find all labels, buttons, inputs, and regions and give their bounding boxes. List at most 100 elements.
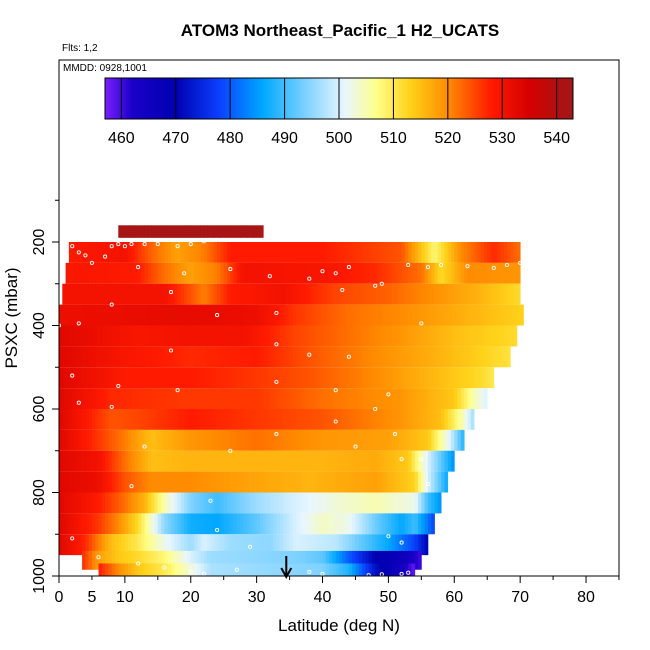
heatmap-cell	[154, 550, 159, 570]
heatmap-cell	[483, 304, 488, 326]
heatmap-cell	[345, 242, 350, 263]
heatmap-cell	[62, 388, 66, 410]
heatmap-cell	[500, 262, 505, 284]
heatmap-cell	[404, 450, 409, 472]
heatmap-cell	[368, 534, 373, 556]
heatmap-cell	[230, 367, 234, 389]
heatmap-cell	[207, 492, 211, 514]
heatmap-cell	[75, 325, 80, 347]
heatmap-cell	[394, 325, 399, 347]
heatmap-cell	[98, 534, 103, 556]
heatmap-cell	[174, 283, 178, 305]
sample-point	[70, 244, 75, 249]
heatmap-cell	[164, 388, 169, 410]
heatmap-cell	[184, 242, 188, 263]
sample-point	[274, 342, 279, 347]
heatmap-cell	[246, 429, 251, 451]
heatmap-cell	[124, 346, 129, 368]
heatmap-cell	[226, 534, 231, 556]
heatmap-cell	[286, 409, 290, 430]
heatmap-cell	[292, 367, 297, 389]
y-axis-tick-label: 200	[31, 229, 48, 256]
heatmap-cell	[190, 534, 195, 556]
heatmap-cell	[246, 471, 251, 493]
heatmap-cell	[147, 534, 152, 556]
heatmap-cell	[82, 346, 86, 368]
heatmap-cell	[75, 492, 80, 514]
heatmap-cell	[59, 304, 63, 326]
heatmap-cell	[309, 563, 314, 576]
heatmap-cell	[418, 471, 422, 493]
heatmap-cell	[306, 325, 310, 347]
heatmap-cell	[431, 450, 435, 472]
heatmap-cell	[302, 242, 307, 263]
heatmap-cell	[233, 225, 238, 238]
heatmap-cell	[220, 429, 225, 451]
heatmap-cell	[358, 450, 363, 472]
heatmap-cell	[68, 492, 73, 514]
heatmap-cell	[371, 262, 376, 284]
heatmap-cell	[194, 325, 198, 347]
heatmap-cell	[200, 225, 205, 238]
heatmap-cell	[381, 242, 386, 263]
heatmap-cell	[82, 325, 86, 347]
heatmap-cell	[184, 492, 188, 514]
heatmap-cell	[75, 283, 80, 305]
heatmap-cell	[220, 513, 225, 535]
heatmap-cell	[418, 304, 422, 326]
heatmap-cell	[470, 242, 475, 263]
heatmap-cell	[203, 513, 208, 535]
heatmap-cell	[427, 367, 432, 389]
heatmap-cell	[312, 429, 317, 451]
heatmap-cell	[365, 325, 370, 347]
heatmap-cell	[197, 262, 202, 284]
heatmap-cell	[342, 550, 346, 570]
heatmap-cell	[338, 409, 343, 430]
heatmap-cell	[250, 563, 254, 576]
heatmap-cell	[394, 534, 399, 556]
heatmap-cell	[230, 534, 234, 556]
heatmap-cell	[154, 262, 159, 284]
heatmap-cell	[213, 492, 218, 514]
sample-point	[182, 271, 187, 276]
heatmap-cell	[450, 325, 455, 347]
heatmap-cell	[378, 367, 383, 389]
sample-point	[188, 242, 193, 247]
heatmap-cell	[477, 346, 482, 368]
heatmap-cell	[312, 346, 317, 368]
heatmap-cell	[362, 346, 366, 368]
heatmap-cell	[180, 367, 185, 389]
heatmap-cell	[171, 346, 175, 368]
heatmap-cell	[342, 242, 346, 263]
heatmap-cell	[141, 409, 146, 430]
heatmap-cell	[147, 283, 152, 305]
heatmap-cell	[427, 283, 432, 305]
heatmap-cell	[210, 367, 215, 389]
heatmap-cell	[460, 388, 465, 410]
heatmap-cell	[282, 388, 287, 410]
heatmap-cell	[276, 513, 281, 535]
heatmap-cell	[220, 262, 225, 284]
heatmap-cell	[434, 367, 439, 389]
heatmap-cell	[230, 471, 234, 493]
heatmap-cell	[279, 262, 284, 284]
heatmap-cell	[365, 450, 370, 472]
heatmap-cell	[480, 346, 485, 368]
colorbar-tick-label: 480	[217, 130, 244, 147]
heatmap-cell	[474, 242, 478, 263]
heatmap-cell	[335, 283, 340, 305]
heatmap-cell	[454, 242, 458, 263]
heatmap-band	[59, 471, 449, 493]
heatmap-cell	[299, 492, 304, 514]
heatmap-cell	[279, 242, 284, 263]
heatmap-cell	[115, 450, 119, 472]
heatmap-cell	[388, 367, 393, 389]
heatmap-cell	[82, 304, 86, 326]
heatmap-cell	[375, 304, 379, 326]
heatmap-cell	[164, 471, 169, 493]
heatmap-cell	[404, 388, 409, 410]
heatmap-cell	[378, 550, 383, 570]
heatmap-band	[59, 367, 495, 389]
heatmap-cell	[101, 367, 106, 389]
heatmap-cell	[289, 283, 294, 305]
